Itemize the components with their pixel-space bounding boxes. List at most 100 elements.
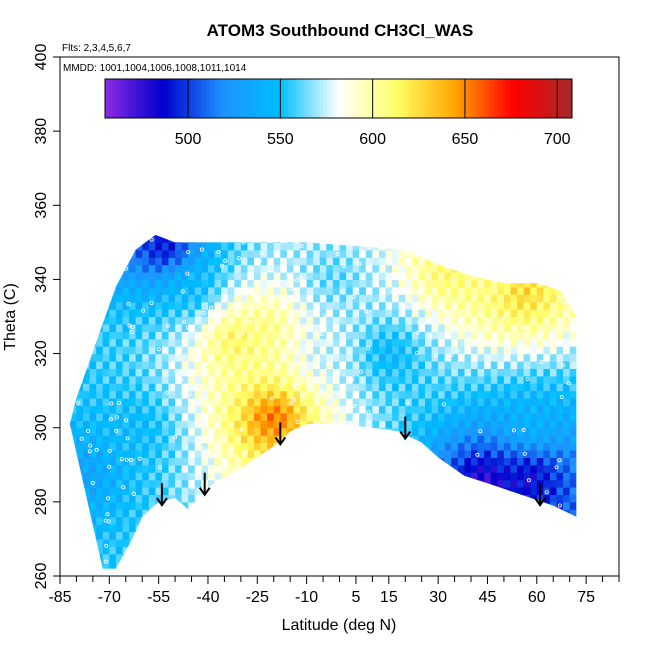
heatmap-cell — [457, 538, 466, 547]
heatmap-cell — [385, 450, 393, 458]
heatmap-cell — [280, 531, 288, 540]
heatmap-cell — [503, 279, 512, 288]
heatmap-cell — [379, 234, 387, 236]
heatmap-cell — [240, 420, 249, 429]
heatmap-cell — [306, 264, 314, 273]
heatmap-cell — [89, 516, 97, 525]
heatmap-cell — [181, 257, 189, 266]
heatmap-cell — [175, 494, 183, 503]
heatmap-cell — [536, 234, 544, 243]
heatmap-cell — [411, 316, 419, 325]
sample-point — [335, 425, 340, 430]
heatmap-cell — [69, 427, 71, 436]
heatmap-cell — [379, 569, 386, 577]
heatmap-cell — [530, 286, 538, 295]
heatmap-cell — [247, 464, 255, 473]
heatmap-cell — [135, 450, 143, 458]
heatmap-cell — [418, 383, 426, 392]
sample-point — [301, 514, 306, 519]
heatmap-cell — [129, 294, 137, 303]
colorbar-segment — [280, 79, 285, 118]
heatmap-cell — [471, 353, 479, 362]
heatmap-cell — [76, 427, 84, 436]
heatmap-cell — [201, 390, 209, 399]
heatmap-cell — [122, 553, 130, 562]
heatmap-cell — [385, 279, 393, 288]
heatmap-cell — [135, 442, 143, 451]
heatmap-cell — [392, 294, 400, 303]
heatmap-cell — [247, 405, 255, 414]
heatmap-cell — [240, 375, 249, 384]
heatmap-cell — [510, 309, 518, 318]
heatmap-cell — [365, 509, 373, 518]
heatmap-cell — [457, 234, 466, 236]
heatmap-cell — [425, 361, 433, 369]
heatmap-cell — [227, 398, 235, 407]
heatmap-cell — [300, 279, 308, 288]
heatmap-cell — [260, 398, 268, 407]
heatmap-cell — [227, 323, 235, 332]
heatmap-cell — [326, 346, 334, 355]
heatmap-cell — [254, 538, 262, 547]
heatmap-cell — [549, 531, 558, 540]
heatmap-cell — [69, 331, 78, 340]
heatmap-cell — [221, 479, 229, 488]
heatmap-cell — [372, 294, 380, 303]
heatmap-cell — [451, 361, 459, 369]
heatmap-cell — [386, 569, 393, 577]
heatmap-cell — [254, 494, 262, 503]
heatmap-cell — [385, 442, 393, 451]
heatmap-cell — [135, 383, 143, 392]
heatmap-cell — [471, 546, 479, 555]
heatmap-cell — [83, 264, 91, 273]
sample-point — [156, 347, 161, 352]
heatmap-cell — [503, 538, 512, 547]
heatmap-cell — [300, 294, 308, 303]
colorbar-segment — [361, 79, 367, 118]
heatmap-cell — [201, 450, 209, 458]
heatmap-cell — [260, 509, 268, 518]
heatmap-cell — [260, 249, 268, 258]
heatmap-cell — [477, 427, 485, 436]
heatmap-cell — [122, 398, 130, 407]
heatmap-cell — [471, 301, 479, 310]
heatmap-cell — [365, 412, 373, 421]
heatmap-cell — [208, 242, 216, 251]
colorbar-segment — [124, 79, 129, 118]
heatmap-cell — [543, 546, 551, 555]
heatmap-cell — [260, 531, 268, 540]
heatmap-cell — [332, 361, 341, 369]
heatmap-cell — [326, 405, 334, 414]
heatmap-cell — [346, 316, 354, 325]
heatmap-cell — [549, 435, 558, 444]
heatmap-cell — [122, 472, 130, 481]
heatmap-cell — [319, 383, 327, 392]
heatmap-cell — [306, 524, 314, 533]
heatmap-cell — [135, 509, 143, 518]
colorbar-segment — [206, 79, 211, 118]
heatmap-cell — [122, 464, 130, 473]
colorbar-segment — [217, 79, 223, 118]
heatmap-cell — [188, 331, 196, 340]
heatmap-cell — [306, 472, 314, 481]
heatmap-cell — [319, 338, 327, 347]
heatmap-cell — [319, 257, 327, 266]
heatmap-cell — [484, 316, 492, 325]
heatmap-cell — [89, 383, 97, 392]
heatmap-cell — [530, 375, 538, 384]
heatmap-cell — [352, 361, 360, 369]
heatmap-cell — [372, 412, 380, 421]
heatmap-cell — [115, 301, 124, 310]
heatmap-cell — [510, 494, 518, 503]
heatmap-cell — [306, 516, 314, 525]
heatmap-cell — [181, 272, 189, 280]
heatmap-cell — [306, 242, 314, 251]
heatmap-cell — [464, 450, 472, 458]
heatmap-cell — [431, 368, 439, 377]
heatmap-cell — [115, 472, 124, 481]
heatmap-cell — [122, 301, 130, 310]
heatmap-cell — [155, 309, 163, 318]
heatmap-cell — [556, 435, 564, 444]
heatmap-cell — [563, 323, 571, 332]
heatmap-cell — [122, 383, 130, 392]
